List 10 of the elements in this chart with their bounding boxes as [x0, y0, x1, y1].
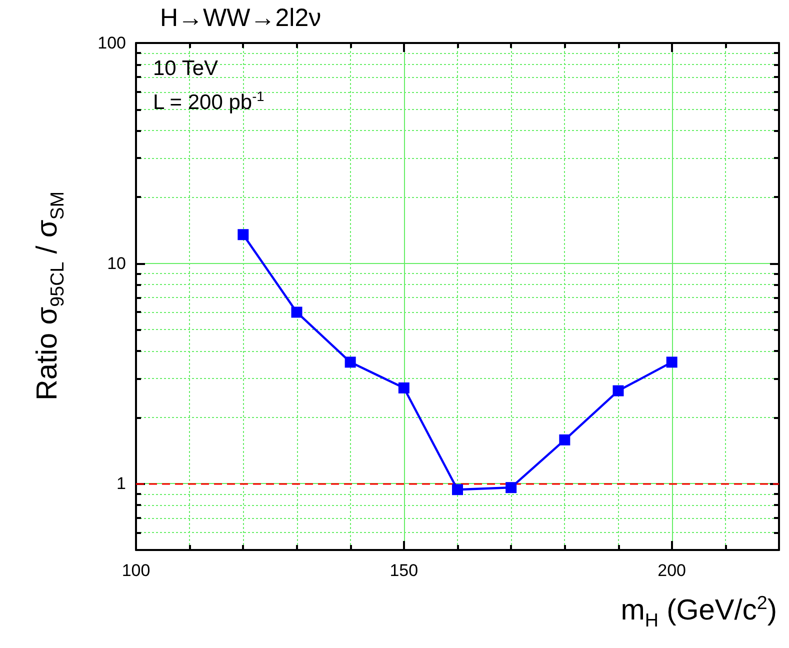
y-tick-label: 10	[107, 254, 126, 273]
x-tick-label: 200	[658, 561, 686, 580]
x-tick-label: 150	[390, 561, 418, 580]
chart-title: H→WW→2l2ν	[160, 4, 322, 33]
y-tick-label: 1	[116, 474, 126, 494]
x-axis-title: m$_{H}$ (GeV/c$^{2}$)	[620, 592, 777, 632]
x-tick-label: 100	[122, 561, 150, 580]
annotation: L = 200 pb$^{-1}$	[153, 89, 264, 115]
annotation: 10 TeV	[153, 57, 218, 81]
y-tick-label: 100	[98, 34, 126, 52]
